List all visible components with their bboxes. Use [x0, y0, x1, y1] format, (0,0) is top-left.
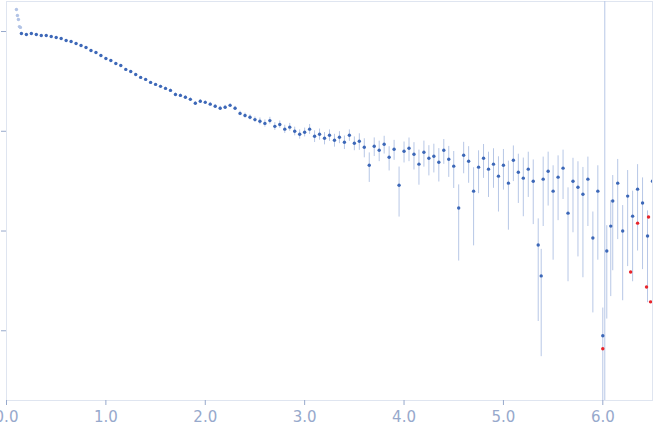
svg-text:3.0: 3.0 — [293, 408, 317, 426]
svg-text:2.0: 2.0 — [193, 408, 217, 426]
svg-text:0.0: 0.0 — [0, 408, 18, 426]
svg-text:4.0: 4.0 — [392, 408, 416, 426]
svg-text:5.0: 5.0 — [491, 408, 515, 426]
svg-text:1.0: 1.0 — [94, 408, 118, 426]
svg-text:6.0: 6.0 — [591, 408, 615, 426]
